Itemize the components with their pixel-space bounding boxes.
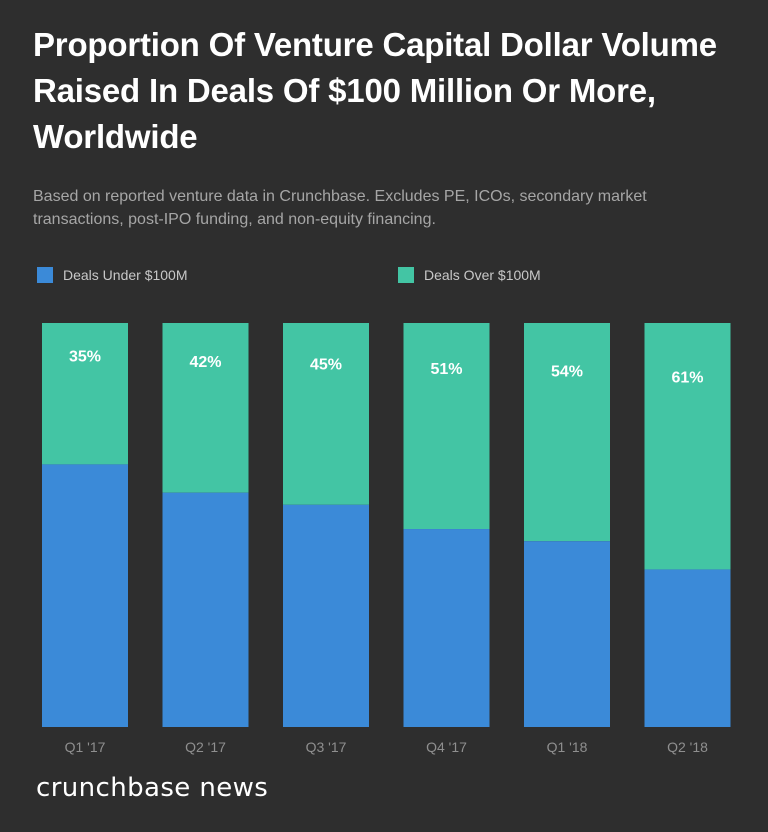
legend-item-over-100m: Deals Over $100M <box>398 266 541 284</box>
bar-under-100m <box>283 504 369 727</box>
x-tick-label: Q2 '17 <box>185 739 226 755</box>
bar-over-100m <box>42 323 128 465</box>
data-label: 45% <box>310 356 342 373</box>
chart-title: Proportion Of Venture Capital Dollar Vol… <box>33 26 717 155</box>
x-tick-label: Q3 '17 <box>306 739 347 755</box>
bar-over-100m <box>162 323 249 493</box>
bar-under-100m <box>42 464 128 727</box>
bar-over-100m <box>524 323 610 542</box>
x-tick-label: Q1 '18 <box>547 739 588 755</box>
bar-over-100m <box>403 323 490 530</box>
legend-item-under-100m: Deals Under $100M <box>37 266 188 284</box>
bar-over-100m <box>644 323 731 570</box>
x-tick-label: Q2 '18 <box>667 739 708 755</box>
legend-label-under-100m: Deals Under $100M <box>63 267 188 283</box>
legend-label-over-100m: Deals Over $100M <box>424 267 541 283</box>
data-label: 42% <box>189 354 221 371</box>
bar-under-100m <box>644 569 731 727</box>
brand-logo: crunchbase news <box>36 773 269 803</box>
data-label: 51% <box>430 361 462 378</box>
x-tick-label: Q4 '17 <box>426 739 467 755</box>
data-label: 54% <box>551 364 583 381</box>
data-label: 35% <box>69 348 101 365</box>
legend-swatch-under-100m <box>37 267 53 283</box>
data-label: 61% <box>671 369 703 386</box>
bar-under-100m <box>162 492 249 727</box>
bar-under-100m <box>403 529 490 727</box>
legend-swatch-over-100m <box>398 267 414 283</box>
bar-over-100m <box>283 323 369 505</box>
x-tick-label: Q1 '17 <box>65 739 106 755</box>
bar-under-100m <box>524 541 610 727</box>
chart-subtitle: Based on reported venture data in Crunch… <box>33 188 647 228</box>
